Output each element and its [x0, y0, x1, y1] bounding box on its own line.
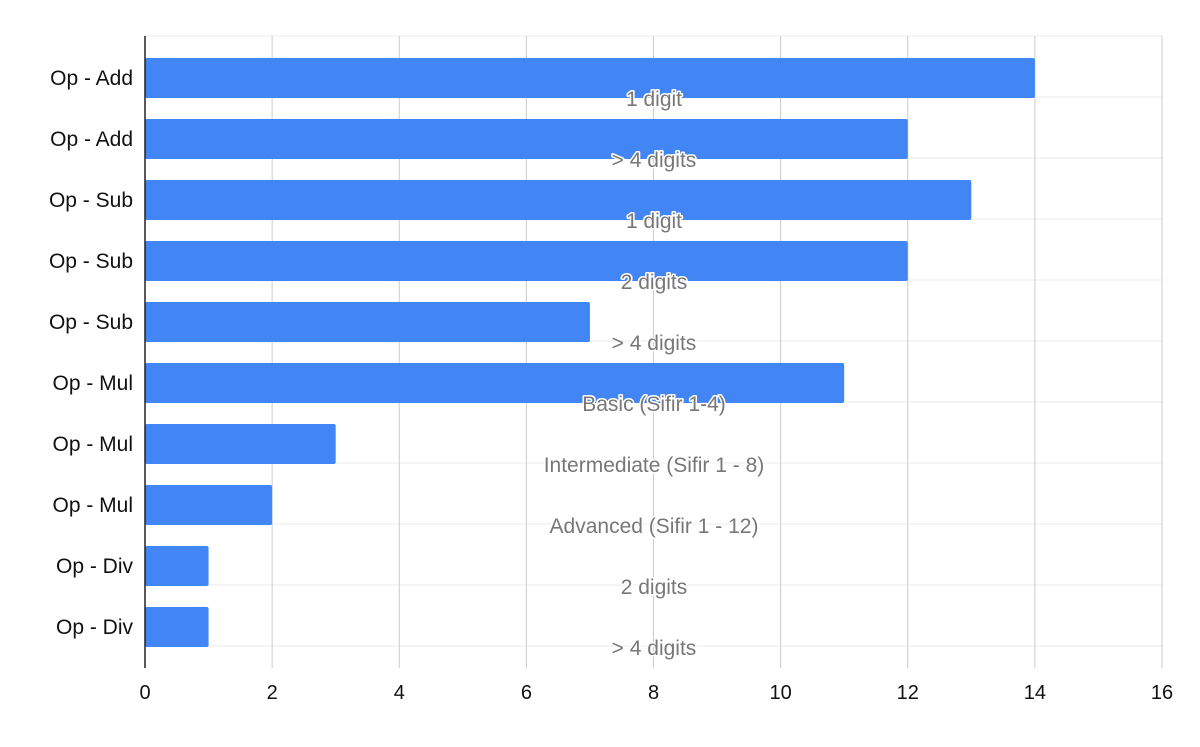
sub-category-label: Advanced (Sifir 1 - 12) — [550, 515, 759, 538]
bar — [145, 180, 972, 220]
sub-category-label: Basic (Sifir 1-4) — [582, 393, 726, 416]
category-label: Op - Mul — [52, 494, 133, 517]
bar — [145, 363, 845, 403]
sub-category-label: > 4 digits — [612, 149, 697, 172]
x-tick-label: 6 — [521, 682, 532, 704]
category-label: Op - Mul — [52, 433, 133, 456]
bar — [145, 241, 908, 281]
labels: 0 2 4 6 8 10 12 14 16 Op - Add Op - Add Op - Sub Op … — [49, 67, 1173, 704]
sub-category-label: > 4 digits — [612, 637, 697, 660]
x-tick-label: 4 — [394, 682, 405, 704]
bar — [145, 119, 908, 159]
x-tick-label: 10 — [770, 682, 792, 704]
sub-category-label: 1 digit — [626, 88, 682, 111]
bar — [145, 607, 209, 647]
category-label: Op - Sub — [49, 311, 133, 334]
category-label: Op - Add — [50, 128, 133, 151]
bar — [145, 424, 336, 464]
sub-category-label: > 4 digits — [612, 332, 697, 355]
x-tick-label: 0 — [139, 682, 150, 704]
x-tick-label: 14 — [1024, 682, 1046, 704]
category-label: Op - Div — [56, 555, 134, 578]
x-tick-label: 2 — [267, 682, 278, 704]
bar — [145, 302, 590, 342]
bar — [145, 58, 1035, 98]
bars — [145, 58, 1035, 647]
category-label: Op - Add — [50, 67, 133, 90]
x-tick-label: 12 — [897, 682, 919, 704]
x-tick-label: 16 — [1151, 682, 1173, 704]
sub-category-label: 1 digit — [626, 210, 682, 233]
bar — [145, 485, 273, 525]
bar — [145, 546, 209, 586]
category-label: Op - Mul — [52, 372, 133, 395]
category-label: Op - Div — [56, 616, 134, 639]
sub-category-label: 2 digits — [621, 576, 688, 599]
category-label: Op - Sub — [49, 189, 133, 212]
sub-category-label: Intermediate (Sifir 1 - 8) — [544, 454, 765, 477]
sub-category-label: 2 digits — [621, 271, 688, 294]
x-tick-label: 8 — [648, 682, 659, 704]
category-label: Op - Sub — [49, 250, 133, 273]
